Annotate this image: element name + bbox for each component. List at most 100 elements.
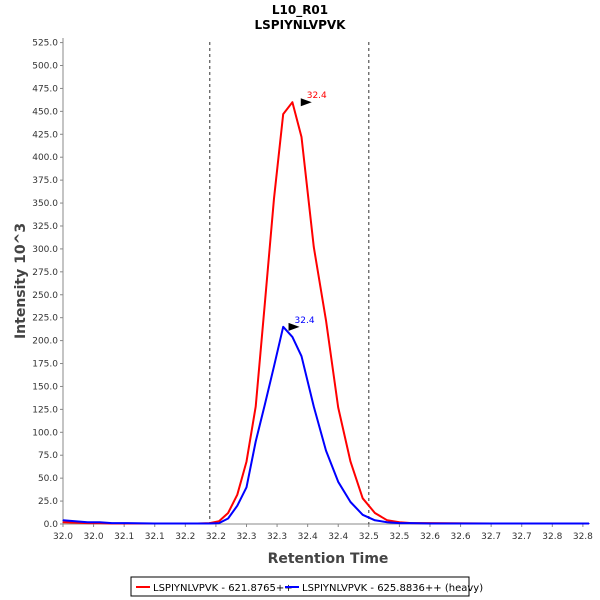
legend-box bbox=[130, 576, 470, 597]
data-point bbox=[62, 519, 64, 521]
y-tick-label: 100.0 bbox=[32, 428, 58, 438]
data-point bbox=[123, 522, 125, 524]
plot-area bbox=[63, 38, 589, 524]
x-tick-label: 32.1 bbox=[145, 532, 165, 542]
data-point bbox=[291, 101, 293, 103]
data-point bbox=[111, 522, 113, 524]
peak-label: 32.4 bbox=[295, 316, 315, 326]
data-point bbox=[74, 522, 76, 524]
x-tick-label: 32.1 bbox=[114, 532, 134, 542]
x-tick-label: 32.2 bbox=[175, 532, 195, 542]
x-tick-label: 32.3 bbox=[236, 532, 256, 542]
x-axis: 32.0 32.0 32.1 32.1 32.2 32.2 32.3 32.3 32.4 32.4… bbox=[53, 523, 593, 542]
x-tick-label: 32.7 bbox=[512, 532, 532, 542]
x-tick-label: 32.6 bbox=[420, 532, 440, 542]
x-tick-label: 32.5 bbox=[359, 532, 379, 542]
x-tick-label: 32.4 bbox=[298, 532, 318, 542]
x-tick-label: 32.7 bbox=[481, 532, 501, 542]
y-tick-label: 150.0 bbox=[32, 382, 58, 392]
x-tick-label: 32.5 bbox=[389, 532, 409, 542]
legend-entry-heavy: LSPIYNLVPVK - 625.8836++ (heavy) bbox=[302, 583, 483, 594]
y-tick-label: 175.0 bbox=[32, 360, 58, 370]
data-point bbox=[551, 522, 553, 525]
data-point bbox=[99, 521, 101, 523]
y-tick-label: 125.0 bbox=[32, 405, 58, 415]
data-point bbox=[337, 481, 339, 483]
y-tick-label: 500.0 bbox=[32, 62, 58, 72]
data-point bbox=[236, 505, 238, 507]
data-point bbox=[386, 519, 388, 521]
data-point bbox=[218, 520, 220, 522]
y-tick-label: 225.0 bbox=[32, 314, 58, 324]
y-axis-title: Intensity 10^3 bbox=[13, 223, 29, 339]
y-tick-label: 250.0 bbox=[32, 291, 58, 301]
data-point bbox=[362, 497, 364, 499]
y-tick-label: 525.0 bbox=[32, 39, 58, 49]
data-point bbox=[218, 522, 220, 524]
y-tick-label: 25.0 bbox=[38, 497, 58, 507]
data-point bbox=[196, 522, 199, 525]
x-tick-label: 32.0 bbox=[53, 532, 73, 542]
y-tick-label: 75.0 bbox=[38, 451, 58, 461]
data-point bbox=[325, 319, 327, 322]
peak-marker-icon bbox=[300, 98, 312, 107]
chart-title: L10_R01 bbox=[272, 3, 328, 18]
data-point bbox=[282, 326, 284, 328]
chart-subtitle: LSPIYNLVPVK bbox=[255, 18, 347, 32]
y-tick-label: 300.0 bbox=[32, 245, 58, 255]
data-point bbox=[362, 514, 364, 516]
legend-entry-light: LSPIYNLVPVK - 621.8765++ bbox=[153, 583, 293, 594]
y-tick-label: 400.0 bbox=[32, 153, 58, 163]
data-point bbox=[325, 450, 327, 452]
peak-markers: 32.4 32.4 bbox=[288, 91, 327, 331]
y-tick-label: 375.0 bbox=[32, 176, 58, 186]
data-point bbox=[300, 136, 303, 138]
data-point bbox=[227, 517, 229, 520]
data-point bbox=[374, 512, 376, 514]
data-point bbox=[300, 355, 303, 357]
peak-label: 32.4 bbox=[307, 91, 327, 101]
data-point bbox=[313, 406, 315, 408]
data-point bbox=[374, 519, 376, 521]
y-tick-label: 50.0 bbox=[38, 474, 58, 484]
data-point bbox=[337, 406, 339, 409]
y-axis: 0.0 25.0 50.0 75.0 100.0 125.0 150.0 175.0 200.0… bbox=[32, 38, 64, 530]
y-tick-label: 275.0 bbox=[32, 268, 58, 278]
data-point bbox=[245, 486, 248, 488]
data-point bbox=[411, 522, 413, 524]
data-point bbox=[227, 512, 229, 514]
y-tick-label: 350.0 bbox=[32, 199, 58, 209]
data-point bbox=[429, 522, 431, 525]
data-point bbox=[209, 522, 211, 525]
data-point bbox=[349, 501, 352, 503]
peak-marker-icon bbox=[288, 322, 300, 331]
data-point bbox=[264, 303, 266, 305]
data-point bbox=[490, 522, 492, 525]
series-layer bbox=[62, 101, 590, 525]
data-point bbox=[386, 521, 388, 523]
data-point bbox=[291, 336, 293, 338]
x-tick-label: 32.2 bbox=[206, 532, 226, 542]
data-point bbox=[588, 522, 590, 525]
data-point bbox=[255, 406, 257, 408]
data-point bbox=[62, 521, 64, 523]
data-point bbox=[264, 404, 266, 406]
data-point bbox=[398, 522, 400, 524]
data-point bbox=[245, 461, 248, 463]
y-tick-label: 0.0 bbox=[44, 520, 59, 530]
data-point bbox=[282, 113, 284, 115]
x-tick-label: 32.6 bbox=[451, 532, 471, 542]
x-axis-title: Retention Time bbox=[268, 551, 389, 567]
x-tick-label: 32.8 bbox=[542, 532, 562, 542]
data-point bbox=[349, 461, 352, 463]
legend: LSPIYNLVPVK - 621.8765++ LSPIYNLVPVK - 6… bbox=[130, 576, 483, 597]
data-point bbox=[273, 365, 275, 367]
y-tick-label: 450.0 bbox=[32, 107, 58, 117]
x-tick-label: 32.0 bbox=[84, 532, 104, 542]
data-point bbox=[273, 197, 275, 200]
data-point bbox=[313, 246, 315, 248]
x-tick-label: 32.4 bbox=[328, 532, 348, 542]
y-tick-label: 425.0 bbox=[32, 130, 58, 140]
data-point bbox=[154, 522, 156, 525]
